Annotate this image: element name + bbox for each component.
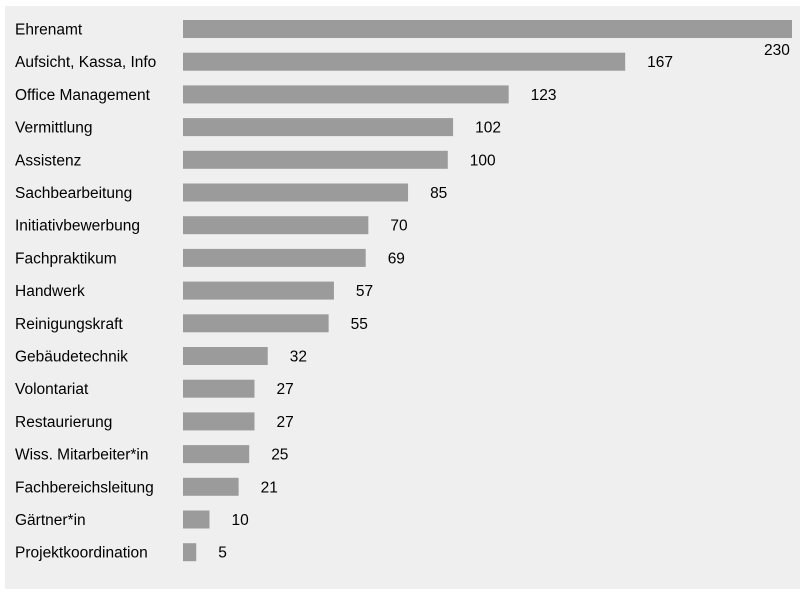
bar: [183, 510, 210, 529]
value-label: 102: [475, 120, 501, 137]
bar: [183, 248, 366, 267]
chart-area: Ehrenamt 230 Aufsicht, Kassa, Info 167 Offic…: [5, 6, 800, 589]
category-label: Reinigungskraft: [15, 316, 123, 333]
bar: [183, 543, 197, 562]
value-label: 69: [388, 250, 405, 267]
value-label: 5: [218, 545, 227, 562]
value-label: 100: [470, 152, 496, 169]
bar: [183, 314, 329, 333]
category-label: Sachbearbeitung: [15, 185, 132, 202]
value-label: 85: [430, 185, 447, 202]
category-label: Aufsicht, Kassa, Info: [15, 54, 156, 71]
value-label: 21: [261, 479, 278, 496]
bar: [183, 85, 509, 104]
bar: [183, 477, 239, 496]
category-label: Gärtner*in: [15, 512, 86, 529]
category-label: Office Management: [15, 87, 151, 104]
value-label: 55: [351, 316, 368, 333]
category-label: Handwerk: [15, 283, 85, 300]
value-label: 25: [271, 447, 288, 464]
value-label: 10: [231, 512, 249, 529]
bar: [183, 150, 448, 169]
value-label: 27: [276, 381, 293, 398]
category-label: Fachbereichsleitung: [15, 479, 154, 496]
category-label: Vermittlung: [15, 120, 93, 137]
bar-chart: Ehrenamt 230 Aufsicht, Kassa, Info 167 Offic…: [15, 20, 792, 562]
bar: [183, 379, 255, 398]
category-label: Initiativbewerbung: [15, 218, 140, 235]
bar: [183, 347, 268, 365]
value-label: 167: [647, 54, 673, 71]
category-label: Gebäudetechnik: [15, 349, 128, 366]
value-label: 70: [390, 218, 408, 235]
bar: [183, 281, 334, 300]
bar: [183, 183, 409, 202]
category-label: Projektkoordination: [15, 545, 148, 562]
category-label: Fachpraktikum: [15, 250, 117, 267]
value-label: 57: [356, 283, 373, 300]
bar: [183, 412, 255, 431]
category-label: Volontariat: [15, 381, 89, 398]
bar: [183, 216, 369, 235]
category-label: Assistenz: [15, 152, 81, 169]
value-label: 123: [531, 87, 557, 104]
value-label: 230: [764, 42, 790, 59]
bar: [183, 52, 626, 71]
category-label: Ehrenamt: [15, 22, 83, 39]
value-label: 32: [290, 349, 307, 366]
category-label: Restaurierung: [15, 414, 112, 431]
bar: [183, 445, 250, 464]
bar: [183, 118, 454, 137]
value-label: 27: [276, 414, 293, 431]
category-label: Wiss. Mitarbeiter*in: [15, 447, 149, 464]
bar: [183, 20, 792, 38]
